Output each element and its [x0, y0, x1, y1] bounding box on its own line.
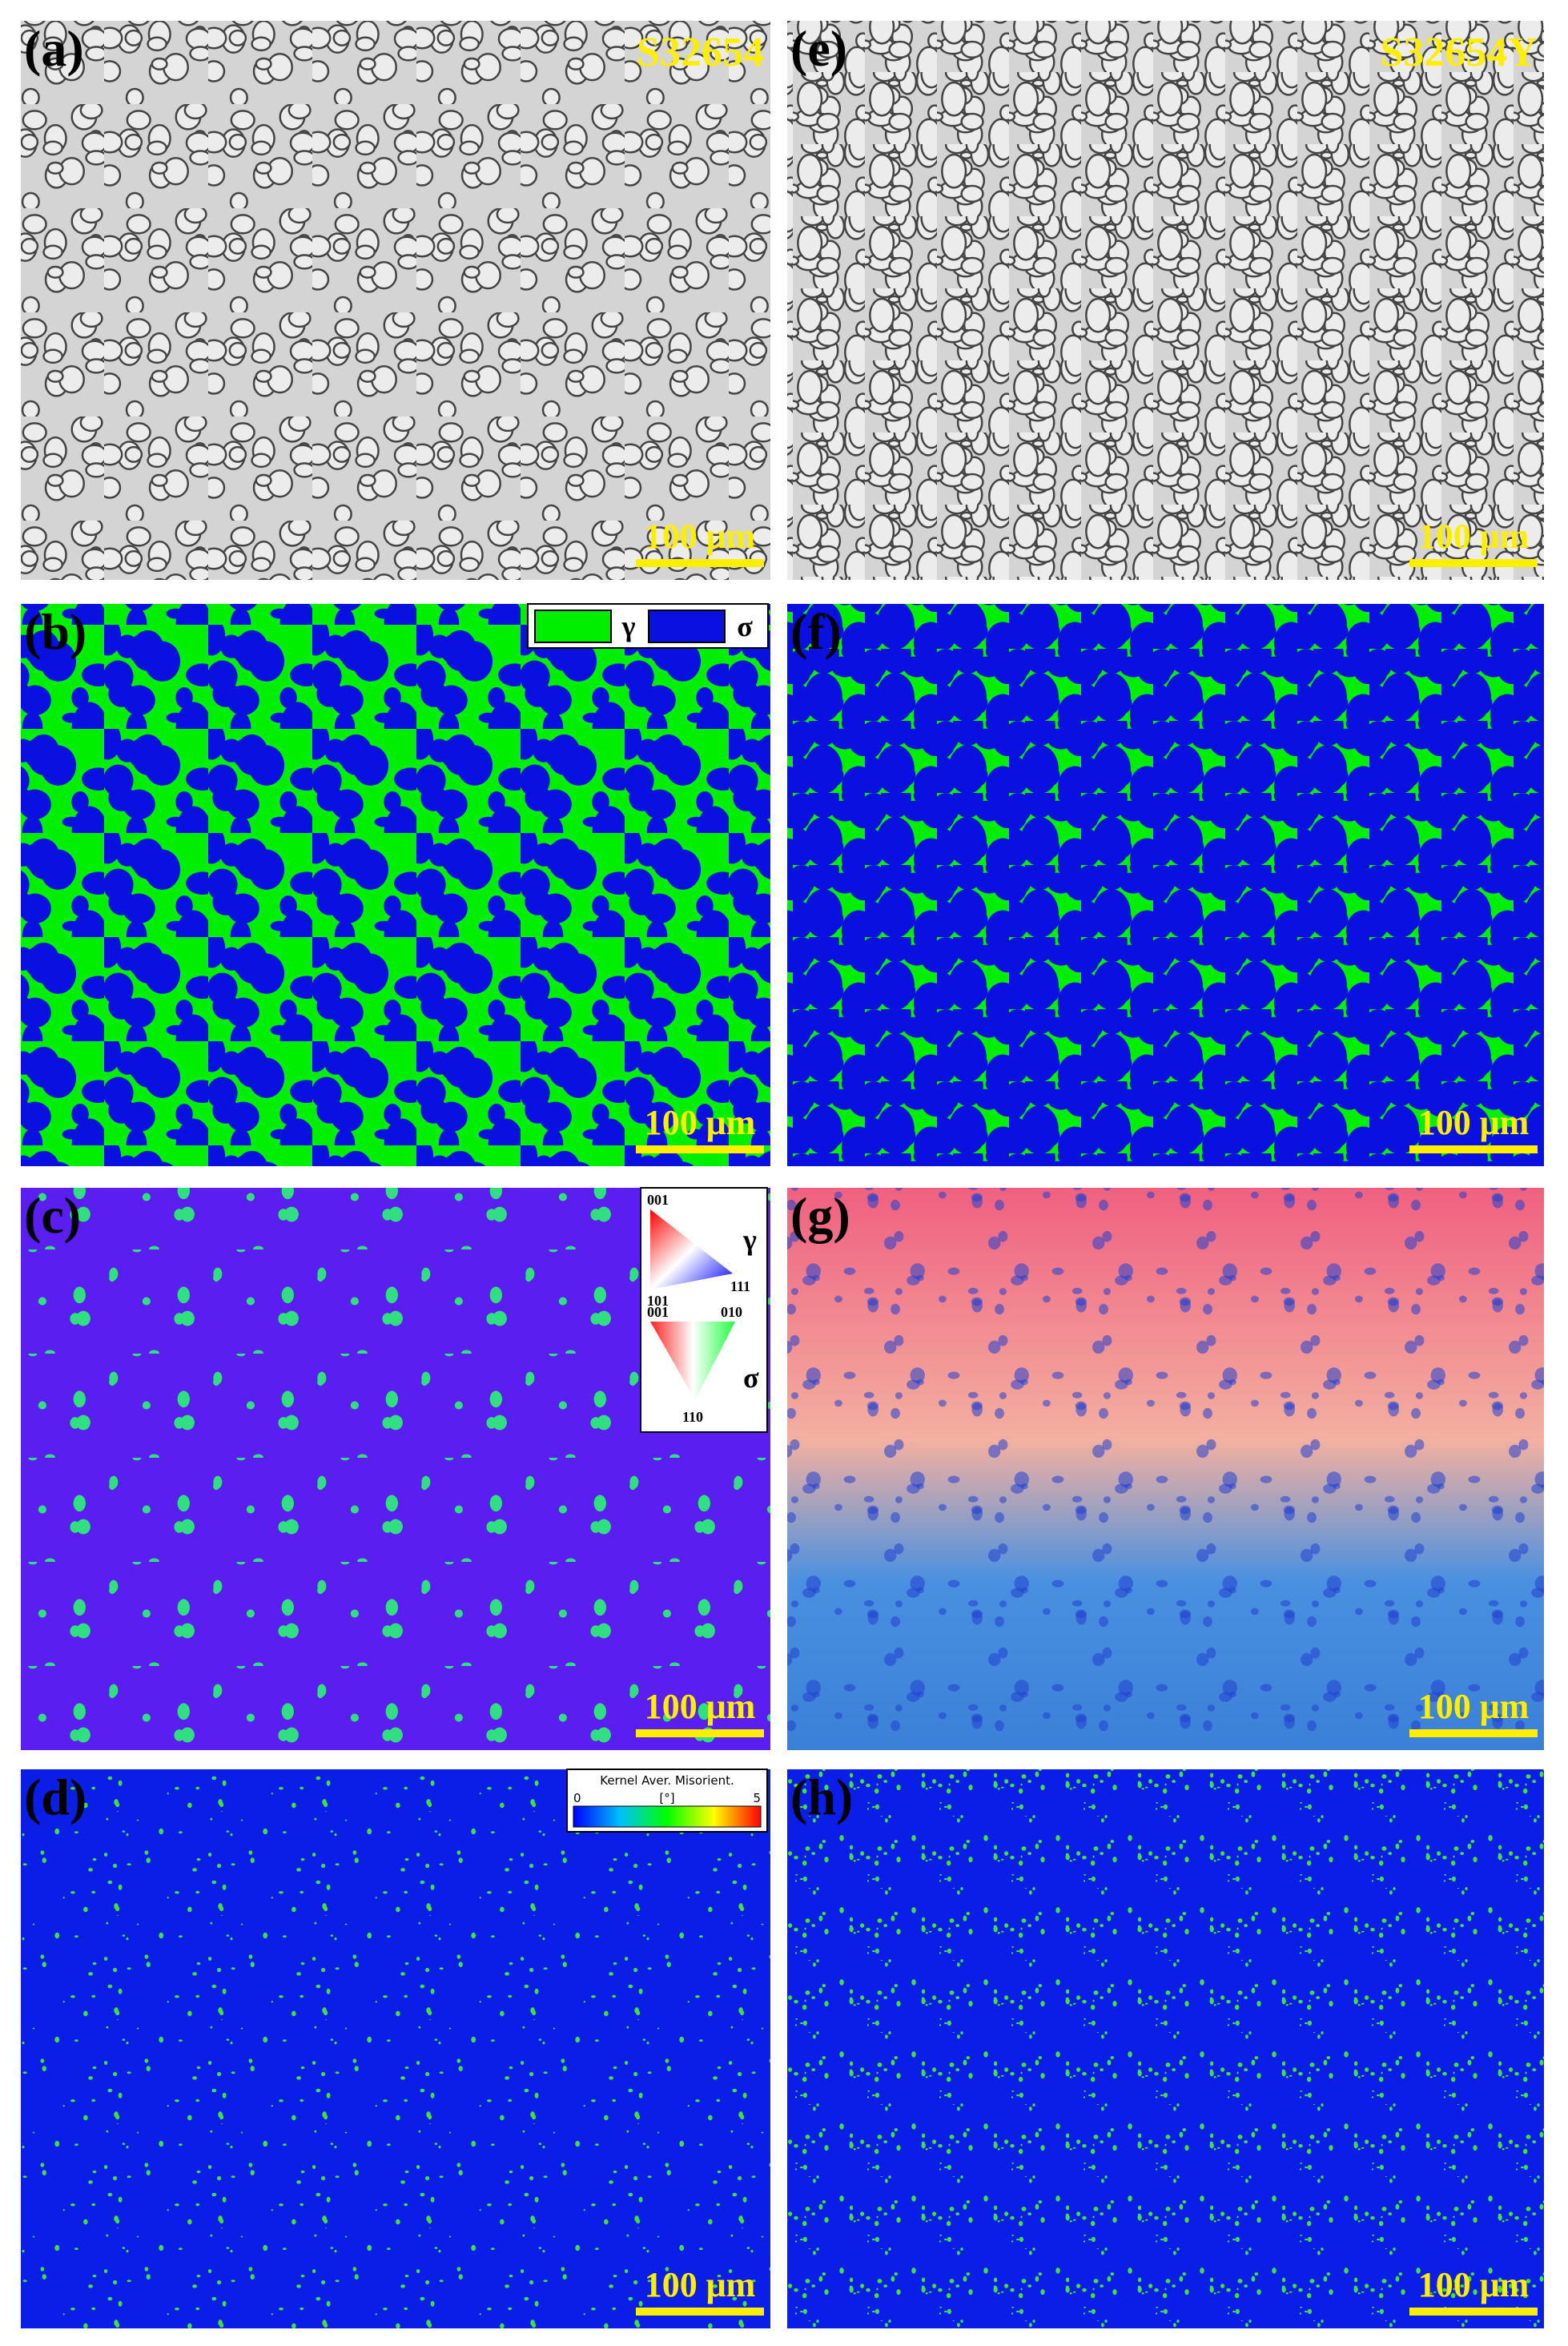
panel: (g) 100 μm	[787, 1187, 1544, 1750]
scale-bar-label: 100 μm	[1418, 1687, 1530, 1726]
legend-max: 5	[753, 1791, 761, 1805]
scale-bar	[1409, 559, 1538, 567]
panel: (d) 100 μm	[21, 1769, 770, 2328]
sample-name: S32654Y	[1381, 30, 1538, 75]
panel-label: (d)	[24, 1769, 86, 1825]
legend-label: γ	[621, 610, 636, 642]
scale-bar	[636, 1145, 764, 1153]
scale-bar	[636, 1729, 764, 1737]
color-bar	[573, 1805, 762, 1828]
panel-label: (f)	[790, 603, 842, 660]
panel-label: (e)	[790, 20, 847, 77]
scale-bar	[636, 559, 764, 567]
scale-bar	[1409, 1729, 1538, 1737]
micrograph	[787, 1769, 1544, 2328]
scale-bar	[1409, 1145, 1538, 1153]
panel-label: (a)	[24, 20, 84, 77]
panel: (a) S32654 100 μm	[21, 20, 770, 580]
legend-label: σ	[737, 610, 753, 642]
panel-label: (b)	[24, 603, 86, 660]
scale-bar-label: 100 μm	[1418, 1103, 1530, 1142]
panel-label: (h)	[790, 1769, 853, 1825]
panel: (f) 100 μm	[787, 603, 1544, 1166]
panel-label: (g)	[790, 1187, 850, 1244]
ipf-symbol: σ	[743, 1362, 759, 1394]
panel-label: (c)	[24, 1187, 81, 1244]
legend-swatch	[534, 610, 612, 643]
scale-bar-label: 100 μm	[1418, 517, 1530, 556]
ipf-corner: 010	[721, 1304, 742, 1320]
sample-name: S32654	[637, 30, 764, 75]
ipf-triangle	[650, 1209, 733, 1290]
ipf-corner: 111	[730, 1278, 750, 1294]
ipf-corner: 110	[682, 1409, 703, 1425]
scale-bar-label: 100 μm	[645, 1103, 756, 1142]
scale-bar-label: 100 μm	[645, 517, 756, 556]
micrograph	[21, 21, 770, 580]
ipf-triangle	[650, 1322, 735, 1400]
scale-bar	[1409, 2308, 1538, 2316]
legend-swatch	[648, 610, 726, 643]
legend-min: 0	[573, 1791, 581, 1805]
micrograph	[21, 604, 770, 1166]
panel: (b) 100 μm	[21, 603, 770, 1166]
scale-bar	[636, 2308, 764, 2316]
ipf-corner: 001	[647, 1304, 669, 1320]
ipf-corner: 101	[647, 1293, 669, 1309]
panel: (e) S32654Y 100 μm	[787, 20, 1544, 580]
scale-bar-label: 100 μm	[645, 1687, 756, 1726]
legend-title: Kernel Aver. Misorient.	[600, 1773, 734, 1788]
scale-bar-label: 100 μm	[645, 2265, 756, 2304]
panel: (h) 100 μm	[787, 1769, 1544, 2328]
legend-unit: [°]	[659, 1791, 674, 1805]
ipf-map-texture	[787, 1188, 1544, 1750]
ipf-corner: 001	[647, 1192, 669, 1208]
micrograph	[787, 21, 1544, 580]
kam-legend: Kernel Aver. Misorient. 0 [°] 5	[566, 1769, 768, 1833]
micrograph	[787, 604, 1544, 1166]
ipf-symbol: γ	[742, 1224, 757, 1256]
micrograph	[21, 1769, 770, 2328]
scale-bar-label: 100 μm	[1418, 2265, 1530, 2304]
